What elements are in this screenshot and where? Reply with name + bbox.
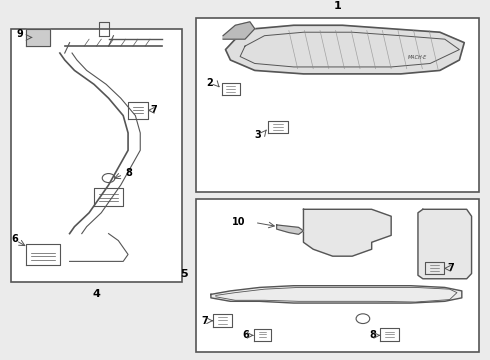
- Text: MACH·E: MACH·E: [408, 55, 428, 60]
- Polygon shape: [225, 25, 464, 74]
- Text: 4: 4: [93, 289, 100, 299]
- Polygon shape: [303, 209, 391, 256]
- Bar: [196, 199, 479, 352]
- Text: 3: 3: [254, 130, 261, 140]
- Text: 9: 9: [16, 29, 23, 39]
- Polygon shape: [211, 286, 462, 303]
- Text: 8: 8: [369, 330, 376, 340]
- Text: 8: 8: [125, 168, 132, 178]
- Text: 7: 7: [202, 316, 208, 326]
- Text: 10: 10: [231, 217, 245, 227]
- Polygon shape: [418, 209, 471, 279]
- Text: 6: 6: [242, 330, 249, 340]
- Text: 7: 7: [448, 263, 454, 273]
- Text: 1: 1: [334, 1, 342, 12]
- Polygon shape: [26, 29, 50, 46]
- Polygon shape: [277, 225, 303, 234]
- Bar: [11, 29, 182, 282]
- Text: 6: 6: [11, 234, 18, 244]
- Text: 7: 7: [150, 105, 157, 115]
- Text: 5: 5: [180, 269, 188, 279]
- Polygon shape: [223, 22, 255, 39]
- Text: 2: 2: [207, 78, 213, 88]
- Bar: [196, 18, 479, 192]
